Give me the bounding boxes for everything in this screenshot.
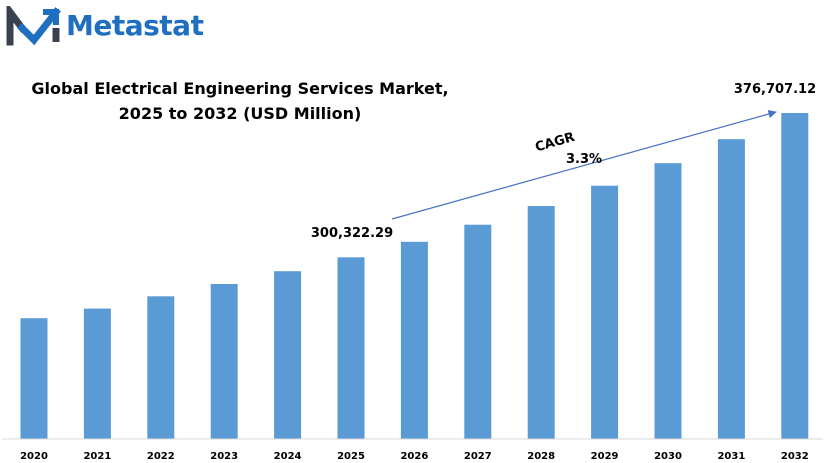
bar-2027 bbox=[464, 224, 492, 439]
bar-2031 bbox=[717, 139, 745, 439]
end-value-label: 376,707.12 bbox=[734, 82, 816, 97]
x-tick-label-2028: 2028 bbox=[527, 451, 555, 462]
x-tick-label-2030: 2030 bbox=[654, 451, 682, 462]
chart-title-line-2: 2025 to 2032 (USD Million) bbox=[118, 104, 362, 123]
bar-2029 bbox=[591, 185, 619, 439]
x-tick-label-2029: 2029 bbox=[591, 451, 619, 462]
x-tick-label-2031: 2031 bbox=[717, 451, 745, 462]
bar-2024 bbox=[274, 271, 302, 439]
bar-2026 bbox=[400, 241, 428, 439]
chart-title-line-1: Global Electrical Engineering Services M… bbox=[31, 79, 449, 98]
bar-2025 bbox=[337, 257, 365, 439]
bar-2030 bbox=[654, 163, 682, 439]
bar-2023 bbox=[210, 284, 238, 439]
bar-2032 bbox=[781, 113, 809, 439]
cagr-value: 3.3% bbox=[566, 152, 602, 167]
brand-name: Metastat bbox=[66, 9, 204, 42]
x-tick-label-2020: 2020 bbox=[20, 451, 48, 462]
x-tick-label-2025: 2025 bbox=[337, 451, 365, 462]
x-tick-label-2022: 2022 bbox=[147, 451, 175, 462]
bar-2020 bbox=[20, 318, 48, 439]
x-tick-label-2027: 2027 bbox=[464, 451, 492, 462]
x-tick-label-2032: 2032 bbox=[781, 451, 809, 462]
x-tick-label-2024: 2024 bbox=[274, 451, 302, 462]
cagr-arrow bbox=[391, 109, 777, 220]
bar-2022 bbox=[147, 296, 175, 439]
bar-2021 bbox=[83, 308, 111, 439]
start-value-label: 300,322.29 bbox=[311, 226, 393, 241]
brand-logo: Metastat bbox=[6, 6, 204, 46]
metastat-logo-icon bbox=[6, 6, 61, 46]
x-tick-label-2026: 2026 bbox=[400, 451, 428, 462]
chart-title: Global Electrical Engineering Services M… bbox=[0, 76, 480, 126]
x-tick-label-2021: 2021 bbox=[83, 451, 111, 462]
x-tick-label-2023: 2023 bbox=[210, 451, 238, 462]
bar-2028 bbox=[527, 206, 555, 439]
